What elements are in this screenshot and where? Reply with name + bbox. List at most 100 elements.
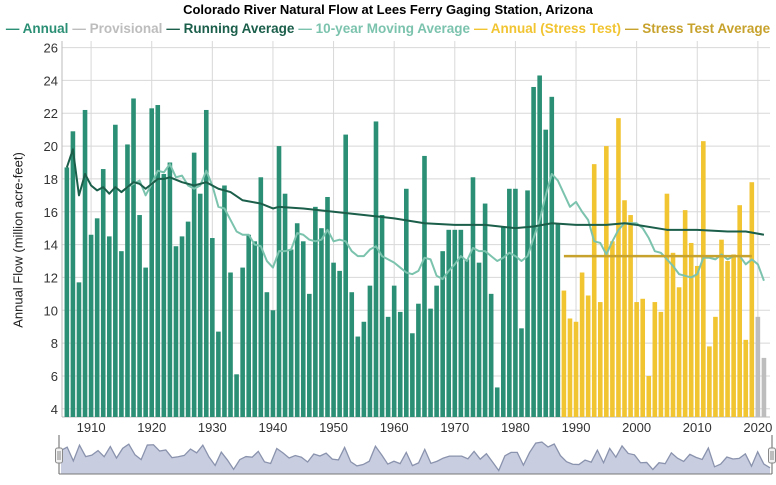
navigator-area — [61, 442, 770, 474]
bar-annual — [191, 152, 197, 418]
bar-annual — [555, 223, 561, 417]
bar-annual — [179, 236, 185, 417]
y-tick-label: 14 — [44, 238, 58, 253]
bar-annual — [228, 272, 233, 417]
x-tick-label: 1970 — [440, 420, 469, 435]
bar-annual — [106, 236, 112, 417]
legend-item-annual[interactable]: — Annual — [5, 21, 69, 36]
bar-annual — [94, 218, 100, 417]
legend-item-stress[interactable]: — Annual (Stress Test) — [474, 21, 622, 36]
bar-stress-test — [591, 164, 597, 417]
bar-annual — [525, 190, 530, 417]
legend-item-running[interactable]: — Running Average — [166, 21, 295, 36]
bar-annual — [446, 229, 452, 417]
y-tick-label: 16 — [44, 205, 58, 220]
bar-annual — [161, 173, 167, 417]
x-tick-label: 1940 — [258, 420, 287, 435]
bar-annual — [482, 203, 488, 417]
bar-annual — [373, 121, 379, 417]
bar-annual — [125, 144, 130, 418]
y-tick-label: 24 — [44, 73, 58, 88]
bar-stress-test — [628, 215, 633, 417]
bar-annual — [452, 229, 458, 417]
bar-annual — [155, 105, 161, 417]
navigator-handle-left[interactable] — [55, 447, 63, 464]
bar-annual — [246, 234, 251, 417]
bar-annual — [494, 387, 500, 417]
bar-annual — [210, 238, 215, 417]
bar-stress-test — [597, 302, 603, 417]
y-tick-label: 12 — [44, 270, 58, 285]
bar-annual — [70, 131, 76, 418]
bar-annual — [82, 109, 88, 418]
bar-stress-test — [585, 295, 591, 417]
bar-annual — [300, 241, 306, 417]
bar-stress-test — [682, 210, 688, 417]
bar-stress-test — [622, 200, 627, 417]
bar-annual — [416, 303, 421, 417]
bar-stress-test — [719, 239, 724, 417]
legend-item-provisional[interactable]: — Provisional — [72, 21, 163, 36]
bar-provisional — [755, 316, 761, 417]
y-tick-label: 6 — [51, 369, 58, 384]
bar-stress-test — [658, 311, 664, 417]
line-running-average — [65, 148, 765, 236]
bar-annual — [458, 229, 464, 417]
bar-stress-test — [701, 141, 706, 417]
x-tick-label: 1950 — [319, 420, 348, 435]
bar-stress-test — [610, 241, 615, 417]
legend-item-moving[interactable]: — 10-year Moving Average — [298, 21, 470, 36]
bar-annual — [331, 262, 336, 417]
bar-annual — [313, 206, 318, 417]
bar-annual — [355, 336, 361, 417]
bar-annual — [264, 292, 270, 417]
bar-annual — [428, 308, 433, 417]
bar-annual — [513, 188, 518, 417]
x-tick-label: 1930 — [198, 420, 227, 435]
bar-annual — [167, 162, 173, 417]
bar-annual — [543, 129, 549, 417]
bar-annual — [434, 285, 439, 417]
bar-stress-test — [725, 261, 730, 417]
bar-annual — [422, 155, 427, 417]
bar-stress-test — [646, 375, 652, 417]
y-tick-label: 8 — [51, 336, 58, 351]
bar-annual — [131, 98, 136, 417]
y-tick-label: 22 — [44, 106, 58, 121]
y-tick-label: 18 — [44, 172, 58, 187]
bar-annual — [64, 167, 70, 417]
bar-stress-test — [676, 287, 682, 417]
navigator-handle-right[interactable] — [768, 447, 776, 464]
bar-annual — [88, 234, 94, 417]
bar-stress-test — [573, 321, 579, 417]
x-tick-label: 1990 — [562, 420, 591, 435]
bar-annual — [288, 249, 294, 417]
bar-annual — [276, 146, 282, 418]
bar-annual — [470, 177, 476, 417]
legend-item-stress_avg[interactable]: — Stress Test Average — [625, 21, 771, 36]
bar-annual — [119, 251, 124, 417]
bar-stress-test — [707, 346, 712, 417]
bar-stress-test — [737, 205, 742, 417]
bar-annual — [149, 108, 155, 417]
bar-annual — [113, 124, 118, 418]
bar-annual — [294, 223, 300, 417]
bar-annual — [531, 86, 536, 417]
bar-annual — [203, 109, 209, 418]
bar-annual — [379, 215, 385, 417]
x-tick-label: 2010 — [683, 420, 712, 435]
bar-stress-test — [579, 272, 585, 417]
bar-annual — [173, 246, 179, 417]
bar-annual — [440, 251, 445, 417]
bar-stress-test — [731, 254, 736, 417]
bar-stress-test — [743, 339, 749, 417]
bar-annual — [197, 193, 203, 417]
x-tick-label: 2000 — [622, 420, 651, 435]
bar-annual — [307, 293, 312, 417]
y-tick-label: 20 — [44, 139, 58, 154]
bar-stress-test — [567, 318, 573, 417]
bar-annual — [476, 262, 482, 417]
bar-annual — [537, 75, 542, 417]
bar-annual — [137, 215, 142, 417]
x-tick-label: 1980 — [501, 420, 530, 435]
